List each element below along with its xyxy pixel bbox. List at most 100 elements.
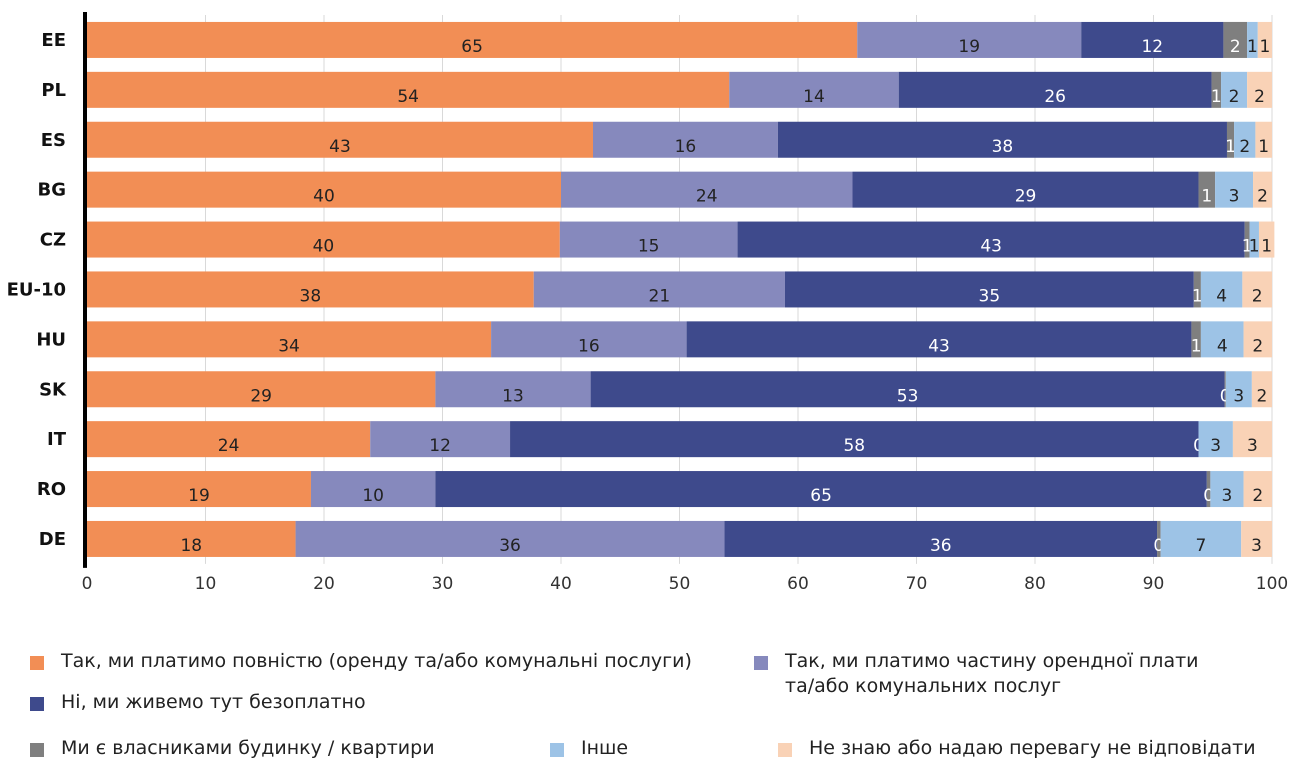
bar-segment <box>1251 371 1272 408</box>
legend-label: Ні, ми живемо тут безоплатно <box>61 691 366 713</box>
category-label: HU <box>36 329 66 350</box>
bar-segment <box>1243 471 1272 508</box>
x-tick-label: 90 <box>1143 574 1165 594</box>
bar-segment <box>1211 71 1222 108</box>
bar-segment <box>777 121 1227 158</box>
bar-segment <box>87 321 492 358</box>
data-label: 0 <box>1203 486 1214 506</box>
legend-swatch <box>550 743 564 757</box>
bar-segment <box>1221 71 1248 108</box>
x-tick-label: 70 <box>906 574 928 594</box>
bar-segment <box>559 221 738 258</box>
category-label: BG <box>38 180 67 201</box>
bar-segment <box>1258 221 1275 258</box>
bar-segment <box>1247 21 1258 58</box>
category-label: PL <box>41 80 66 101</box>
bar-segment <box>1232 421 1272 458</box>
data-label: 1 <box>1242 237 1253 257</box>
legend-swatch <box>30 743 44 757</box>
data-label: 2 <box>1257 386 1268 406</box>
data-label: 0 <box>1220 386 1231 406</box>
bar-segment <box>1206 471 1211 508</box>
x-tick-label: 20 <box>313 574 335 594</box>
data-label: 1 <box>1258 137 1269 157</box>
data-label: 53 <box>897 386 919 406</box>
legend-label: Інше <box>581 737 629 759</box>
data-label: 38 <box>992 137 1014 157</box>
data-label: 1 <box>1249 237 1260 257</box>
data-label: 3 <box>1247 436 1258 456</box>
legend-label: Так, ми платимо частину орендної плати т… <box>785 650 1199 697</box>
bar-segment <box>1210 471 1244 508</box>
bar-segment <box>561 171 853 208</box>
bar-segment <box>852 171 1199 208</box>
bar-segment <box>370 421 511 458</box>
bar-segment <box>1191 321 1201 358</box>
bar-segment <box>737 221 1245 258</box>
bar-segment <box>87 471 311 508</box>
data-label: 1 <box>1191 336 1202 356</box>
data-label: 54 <box>397 87 419 107</box>
data-label: 1 <box>1225 137 1236 157</box>
data-label: 43 <box>928 336 950 356</box>
data-label: 24 <box>218 436 240 456</box>
x-tick-label: 10 <box>195 574 217 594</box>
data-label: 4 <box>1216 286 1227 306</box>
data-label: 0 <box>1153 536 1164 556</box>
data-label: 4 <box>1217 336 1228 356</box>
x-tick-label: 40 <box>550 574 572 594</box>
bar-segment <box>724 520 1158 557</box>
data-label: 3 <box>1229 187 1240 207</box>
data-label: 29 <box>250 386 272 406</box>
bar-segment <box>87 221 560 258</box>
data-label: 2 <box>1229 87 1240 107</box>
data-label: 1 <box>1201 187 1212 207</box>
data-label: 2 <box>1254 87 1265 107</box>
bar-segment <box>1257 21 1272 58</box>
data-label: 21 <box>649 286 671 306</box>
category-label: RO <box>37 479 66 500</box>
category-label: IT <box>47 429 67 450</box>
bar-segment <box>1249 221 1259 258</box>
data-label: 1 <box>1261 237 1272 257</box>
bar-segment <box>87 421 371 458</box>
legend-swatch <box>778 743 792 757</box>
bar-segment <box>87 21 858 58</box>
data-label: 2 <box>1252 336 1263 356</box>
bar-segment <box>1160 520 1242 557</box>
bar-segment <box>1253 171 1272 208</box>
data-label: 65 <box>461 37 483 57</box>
data-label: 15 <box>638 237 660 257</box>
category-label: ES <box>41 130 66 151</box>
data-label: 18 <box>180 536 202 556</box>
bar-segment <box>510 421 1199 458</box>
data-label: 3 <box>1233 386 1244 406</box>
data-label: 2 <box>1257 187 1268 207</box>
bar-segment <box>1234 121 1256 158</box>
data-label: 19 <box>188 486 210 506</box>
data-label: 1 <box>1259 37 1270 57</box>
bar-segment <box>1200 321 1244 358</box>
legend-swatch <box>30 656 44 670</box>
data-label: 43 <box>329 137 351 157</box>
data-label: 2 <box>1230 37 1241 57</box>
data-label: 12 <box>429 436 451 456</box>
x-tick-label: 60 <box>787 574 809 594</box>
data-label: 2 <box>1252 486 1263 506</box>
data-label: 1 <box>1211 87 1222 107</box>
bar-segment <box>1081 21 1224 58</box>
x-tick-label: 100 <box>1256 574 1288 594</box>
bar-segment <box>1223 21 1248 58</box>
x-tick-label: 0 <box>82 574 93 594</box>
bar-segment <box>1224 371 1226 408</box>
data-label: 43 <box>980 237 1002 257</box>
bar-segment <box>1200 271 1243 308</box>
data-label: 3 <box>1210 436 1221 456</box>
legend-label: Не знаю або надаю перевагу не відповідат… <box>809 737 1256 759</box>
bar-segment <box>590 371 1225 408</box>
data-label: 35 <box>979 286 1001 306</box>
data-label: 24 <box>696 187 718 207</box>
data-label: 14 <box>803 87 825 107</box>
bar-segment <box>1247 71 1272 108</box>
